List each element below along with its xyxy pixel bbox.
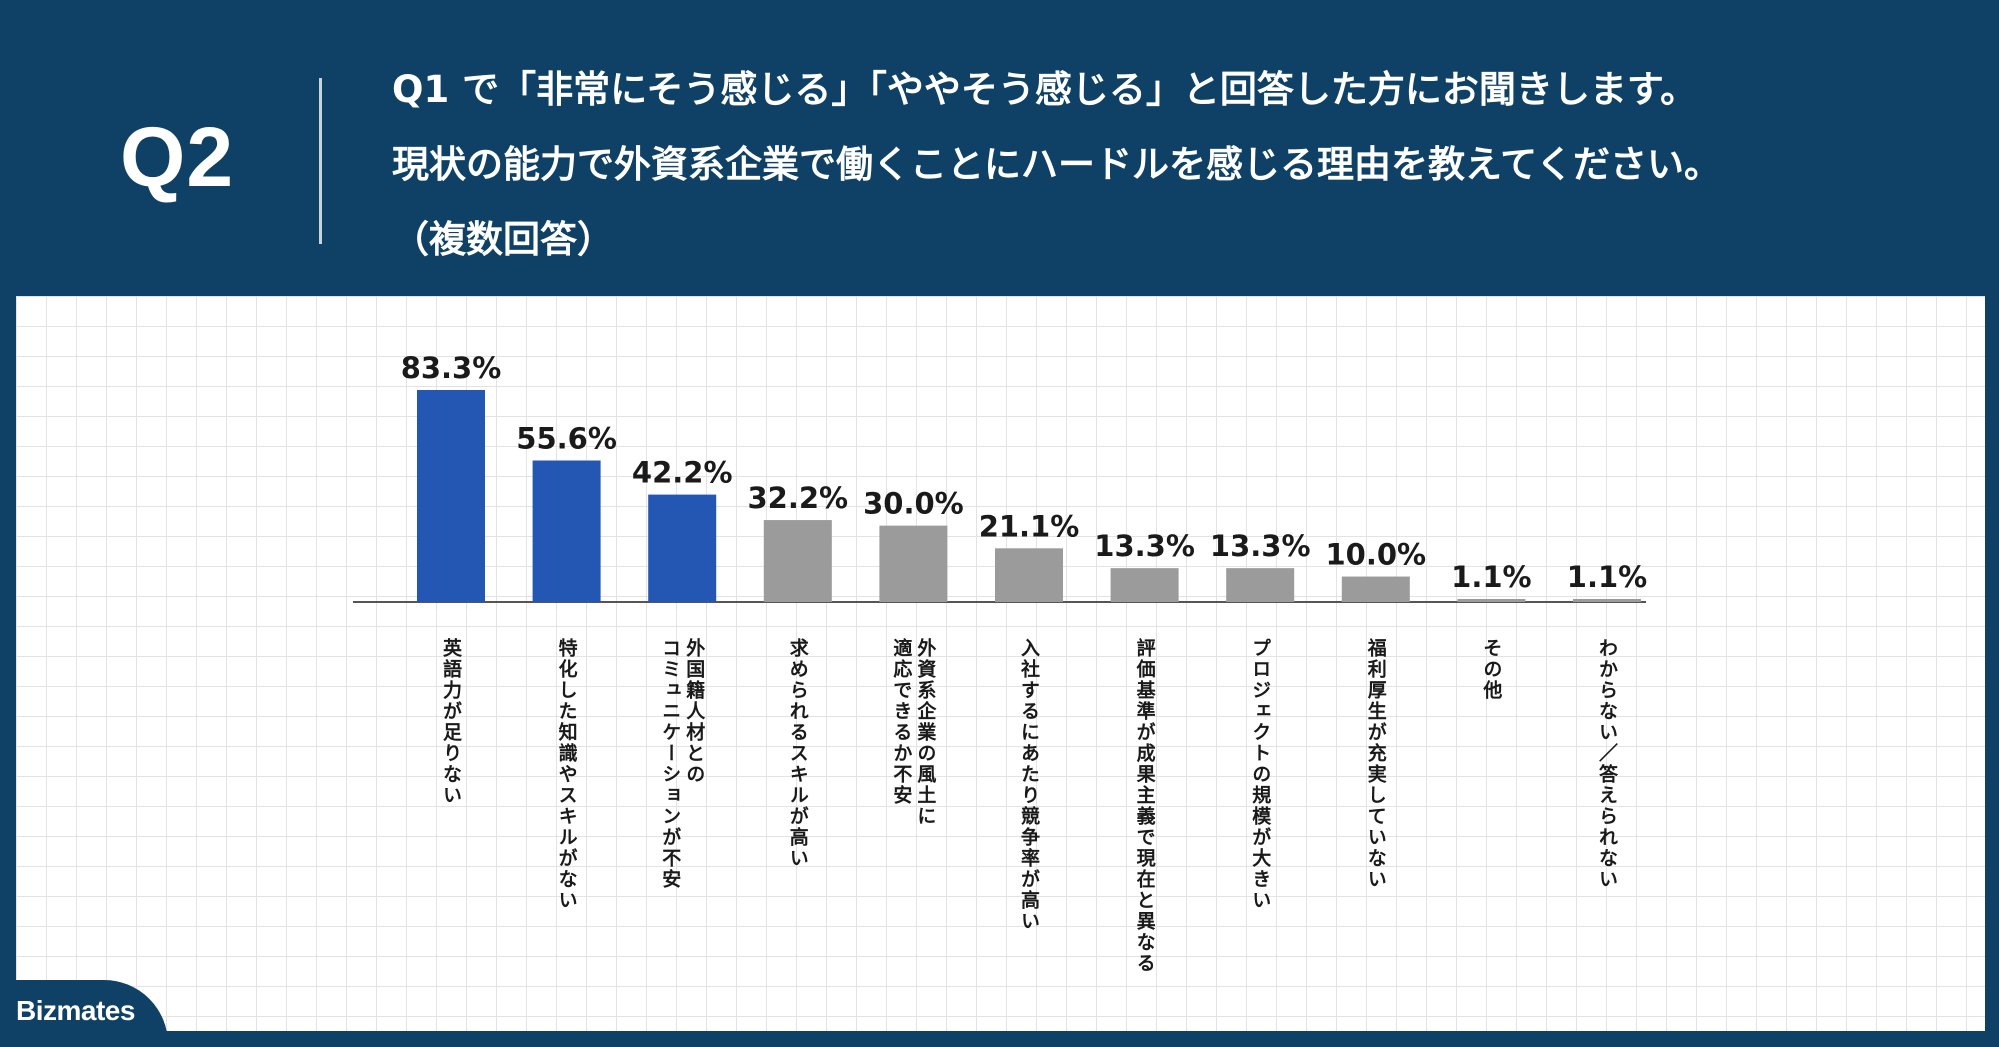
category-label-10: その他: [1480, 638, 1503, 701]
value-label-6: 21.1%: [979, 509, 1080, 543]
category-label-1-line-1: 英語力が足りない: [440, 637, 462, 806]
category-label-8-line-1: プロジェクトの規模が大きい: [1249, 638, 1271, 911]
value-label-4: 32.2%: [747, 481, 848, 515]
category-label-5-line-1: 外資系企業の風土に: [914, 637, 937, 827]
category-label-3-line-2: コミュニケーションが不安: [659, 638, 681, 890]
category-label-8: プロジェクトの規模が大きい: [1249, 638, 1271, 911]
bar-6: [995, 548, 1063, 602]
category-label-10-line-1: その他: [1480, 638, 1503, 701]
category-label-3-line-1: 外国籍人材との: [683, 637, 705, 785]
bar-chart: 83.3% 英語力が足りない 55.6% 特化した知識やスキルがない 42.2% 外国籍人…: [353, 351, 1647, 974]
category-label-6-line-1: 入社するにあたり競争率が高い: [1018, 638, 1041, 932]
question-line-2: 現状の能力で外資系企業で働くことにハードルを感じる理由を教えてください。: [392, 143, 1722, 186]
bar-5: [879, 525, 948, 602]
value-label-10: 1.1%: [1451, 560, 1531, 594]
value-label-3: 42.2%: [632, 456, 733, 490]
footer-strip: [0, 1031, 1999, 1047]
value-label-9: 10.0%: [1325, 538, 1426, 572]
bar-11: [1573, 599, 1641, 602]
bar-3: [648, 494, 717, 602]
bar-9: [1341, 576, 1410, 602]
value-label-11: 1.1%: [1567, 560, 1647, 594]
category-label-5-line-2: 適応できるか不安: [890, 637, 912, 806]
category-label-7-line-1: 評価基準が成果主義で現在と異なる: [1134, 637, 1157, 974]
category-label-11: わからない／答えられない: [1596, 638, 1618, 890]
category-label-4-line-1: 求められるスキルが高い: [787, 637, 809, 869]
bar-8: [1226, 568, 1295, 602]
question-number: Q2: [120, 110, 235, 204]
bar-1: [417, 390, 485, 602]
value-label-2: 55.6%: [516, 421, 617, 455]
question-text: Q1 で「非常にそう感じる」「ややそう感じる」と回答した方にお聞きします。 現状…: [392, 52, 1982, 277]
logo-tab: [0, 980, 168, 1047]
bar-2: [532, 460, 601, 602]
header-banner: Q2 Q1 で「非常にそう感じる」「ややそう感じる」と回答した方にお聞きします。…: [0, 0, 1999, 296]
bizmates-logo: Bizmates: [16, 995, 135, 1026]
chart-panel: 83.3% 英語力が足りない 55.6% 特化した知識やスキルがない 42.2% 外国籍人…: [16, 296, 1985, 1031]
question-line-3: （複数回答）: [392, 218, 614, 261]
category-label-1: 英語力が足りない: [440, 637, 462, 806]
category-label-4: 求められるスキルが高い: [787, 637, 809, 869]
bar-7: [1110, 568, 1179, 602]
header-divider: [319, 78, 322, 244]
category-label-2: 特化した知識やスキルがない: [556, 638, 578, 911]
category-label-7: 評価基準が成果主義で現在と異なる: [1134, 637, 1157, 974]
bar-10: [1457, 599, 1526, 602]
value-label-5: 30.0%: [863, 487, 964, 521]
category-label-2-line-1: 特化した知識やスキルがない: [556, 638, 578, 911]
category-label-11-line-1: わからない／答えられない: [1596, 638, 1618, 890]
category-label-9-line-1: 福利厚生が充実していない: [1365, 637, 1388, 890]
value-label-7: 13.3%: [1094, 529, 1195, 563]
bar-4: [763, 520, 832, 602]
category-label-9: 福利厚生が充実していない: [1365, 637, 1388, 890]
question-line-1: Q1 で「非常にそう感じる」「ややそう感じる」と回答した方にお聞きします。: [392, 68, 1698, 111]
value-label-1: 83.3%: [401, 351, 502, 385]
category-label-6: 入社するにあたり競争率が高い: [1018, 638, 1041, 932]
value-label-8: 13.3%: [1210, 529, 1311, 563]
